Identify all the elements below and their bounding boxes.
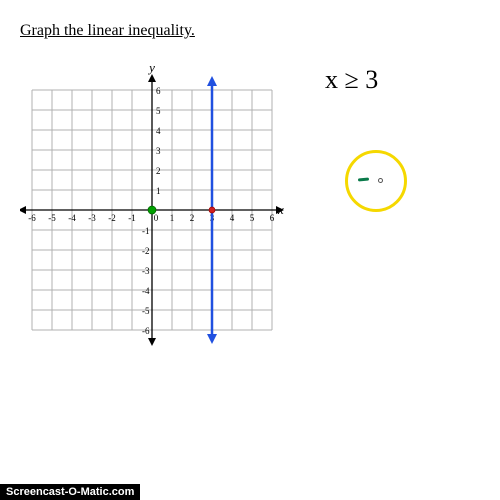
- svg-text:6: 6: [156, 86, 161, 96]
- svg-text:-2: -2: [108, 213, 116, 223]
- svg-text:-3: -3: [88, 213, 96, 223]
- svg-text:0: 0: [154, 213, 159, 223]
- graph-svg: y x -6: [20, 60, 284, 350]
- svg-text:4: 4: [156, 126, 161, 136]
- svg-text:2: 2: [156, 166, 161, 176]
- svg-text:-6: -6: [28, 213, 36, 223]
- svg-text:-4: -4: [142, 286, 150, 296]
- watermark-label: Screencast-O-Matic.com: [0, 484, 140, 500]
- coordinate-graph: y x -6: [20, 60, 284, 355]
- svg-text:-4: -4: [68, 213, 76, 223]
- svg-text:3: 3: [156, 146, 161, 156]
- svg-text:1: 1: [156, 186, 161, 196]
- cursor-point-icon: [378, 178, 383, 183]
- svg-text:-1: -1: [128, 213, 136, 223]
- svg-text:1: 1: [170, 213, 175, 223]
- svg-text:5: 5: [250, 213, 255, 223]
- svg-text:-3: -3: [142, 266, 150, 276]
- svg-text:2: 2: [190, 213, 195, 223]
- svg-text:-5: -5: [48, 213, 56, 223]
- line-arrow-up: [207, 76, 217, 86]
- inequality-text: x ≥ 3: [325, 65, 378, 95]
- svg-text:-2: -2: [142, 246, 150, 256]
- boundary-point: [209, 207, 215, 213]
- svg-text:-1: -1: [142, 226, 150, 236]
- cursor-highlight-circle: [345, 150, 407, 212]
- svg-text:5: 5: [156, 106, 161, 116]
- origin-point: [148, 206, 156, 214]
- svg-text:-6: -6: [142, 326, 150, 336]
- line-arrow-down: [207, 334, 217, 344]
- instruction-title: Graph the linear inequality.: [20, 22, 195, 40]
- svg-text:4: 4: [230, 213, 235, 223]
- svg-text:-5: -5: [142, 306, 150, 316]
- y-axis-label: y: [147, 60, 155, 75]
- svg-text:6: 6: [270, 213, 275, 223]
